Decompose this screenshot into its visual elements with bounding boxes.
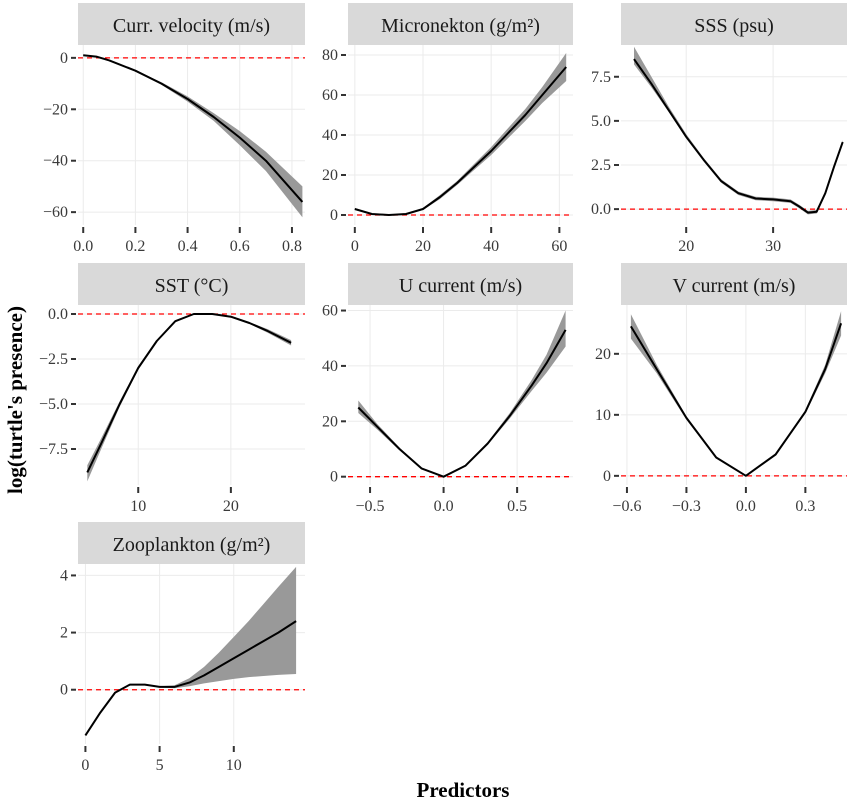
fit-line xyxy=(633,58,844,214)
x-tick-label: 0.8 xyxy=(282,238,302,255)
x-tick-label: 20 xyxy=(415,238,431,255)
y-tick-label: 20 xyxy=(595,346,611,363)
y-tick-label: −40 xyxy=(43,153,68,170)
y-tick-label: 5.0 xyxy=(591,113,611,130)
y-tick-label: 20 xyxy=(322,413,338,430)
x-tick-label: 0.0 xyxy=(73,238,93,255)
y-tick-label: 0 xyxy=(60,682,68,699)
confidence-band xyxy=(630,311,842,476)
confidence-band xyxy=(358,310,566,477)
y-tick-label: 40 xyxy=(322,358,338,375)
x-tick-label: 0.0 xyxy=(434,498,454,515)
panel-title: Zooplankton (g/m²) xyxy=(113,534,271,556)
panel-strip xyxy=(78,263,305,305)
y-tick-label: 4 xyxy=(60,567,68,584)
x-tick-label: 20 xyxy=(223,498,239,515)
panel-strip xyxy=(621,3,847,45)
panel-1: Curr. velocity (m/s) 0.0 0.2 0.4 0.6 0.8 0 −20 −… xyxy=(43,3,305,255)
fit-line xyxy=(83,54,304,203)
panel-title: Micronekton (g/m²) xyxy=(381,15,540,37)
y-tick-label: −7.5 xyxy=(39,441,68,458)
x-tick-label: 0.2 xyxy=(125,238,145,255)
x-tick-label: 30 xyxy=(765,238,781,255)
y-tick-label: 0 xyxy=(603,468,611,485)
y-tick-label: 60 xyxy=(322,87,338,104)
panel-title: U current (m/s) xyxy=(399,275,522,297)
confidence-band xyxy=(83,55,303,218)
panel-title: SSS (psu) xyxy=(694,15,773,37)
confidence-band xyxy=(354,53,567,215)
panel-strip xyxy=(348,263,573,305)
panel-2: Micronekton (g/m²) 0 20 40 60 0 20 40 60 80 xyxy=(322,3,573,255)
panel-strip xyxy=(348,3,573,45)
y-tick-label: 2.5 xyxy=(591,157,611,174)
x-tick-label: 20 xyxy=(678,238,694,255)
x-tick-label: 0.3 xyxy=(795,498,815,515)
panel-4: SST (°C) 10 20 0.0 −2.5 −5.0 −7.5 xyxy=(39,263,305,515)
confidence-band xyxy=(85,566,297,736)
y-axis-title: log(turtle's presence) xyxy=(3,306,27,494)
y-tick-label: 7.5 xyxy=(591,69,611,86)
fit-line xyxy=(630,322,843,477)
x-tick-label: −0.5 xyxy=(356,498,385,515)
panel-strip xyxy=(78,3,305,45)
panel-title: SST (°C) xyxy=(155,275,229,297)
x-tick-label: 5 xyxy=(156,757,164,774)
y-tick-label: 0.0 xyxy=(591,201,611,218)
panel-3: SSS (psu) 20 30 0.0 2.5 5.0 7.5 xyxy=(591,3,847,255)
x-tick-label: 0.0 xyxy=(736,498,756,515)
panels-group: Curr. velocity (m/s) 0.0 0.2 0.4 0.6 0.8 0 −20 −… xyxy=(39,3,847,774)
panel-7: Zooplankton (g/m²) 0 5 10 0 2 4 xyxy=(60,522,305,774)
y-tick-label: 2 xyxy=(60,625,68,642)
y-tick-label: 0 xyxy=(330,207,338,224)
panel-strip xyxy=(78,522,305,564)
y-tick-label: 0.0 xyxy=(48,306,68,323)
y-tick-label: −60 xyxy=(43,204,68,221)
confidence-band xyxy=(634,46,843,215)
y-tick-label: 10 xyxy=(595,407,611,424)
y-tick-label: 0 xyxy=(330,469,338,486)
x-tick-label: 60 xyxy=(551,238,567,255)
y-tick-label: 40 xyxy=(322,127,338,144)
fit-line xyxy=(86,313,292,473)
x-tick-label: 10 xyxy=(130,498,146,515)
x-tick-label: −0.6 xyxy=(612,498,641,515)
fit-line xyxy=(354,66,567,216)
x-tick-label: 0.5 xyxy=(507,498,527,515)
panel-5: U current (m/s) −0.5 0.0 0.5 0 20 40 60 xyxy=(322,263,573,515)
panel-6: V current (m/s) −0.6 −0.3 0.0 0.3 0 10 20 xyxy=(595,263,847,515)
fit-line xyxy=(357,329,567,478)
y-tick-label: −2.5 xyxy=(39,351,68,368)
x-tick-label: 0.6 xyxy=(230,238,250,255)
x-tick-label: 0 xyxy=(351,238,359,255)
x-tick-label: 10 xyxy=(226,757,242,774)
panel-title: Curr. velocity (m/s) xyxy=(113,15,270,37)
panel-strip xyxy=(621,263,847,305)
panel-title: V current (m/s) xyxy=(673,275,796,297)
x-axis-title: Predictors xyxy=(417,778,510,800)
x-tick-label: 0.4 xyxy=(178,238,198,255)
y-tick-label: 60 xyxy=(322,303,338,320)
fit-line xyxy=(84,620,297,736)
y-tick-label: 0 xyxy=(60,50,68,67)
y-tick-label: −20 xyxy=(43,101,68,118)
x-tick-label: 40 xyxy=(483,238,499,255)
x-tick-label: 0 xyxy=(81,757,89,774)
confidence-band xyxy=(87,314,292,482)
x-tick-label: −0.3 xyxy=(672,498,701,515)
y-tick-label: −5.0 xyxy=(39,396,68,413)
y-tick-label: 20 xyxy=(322,167,338,184)
y-tick-label: 80 xyxy=(322,47,338,64)
